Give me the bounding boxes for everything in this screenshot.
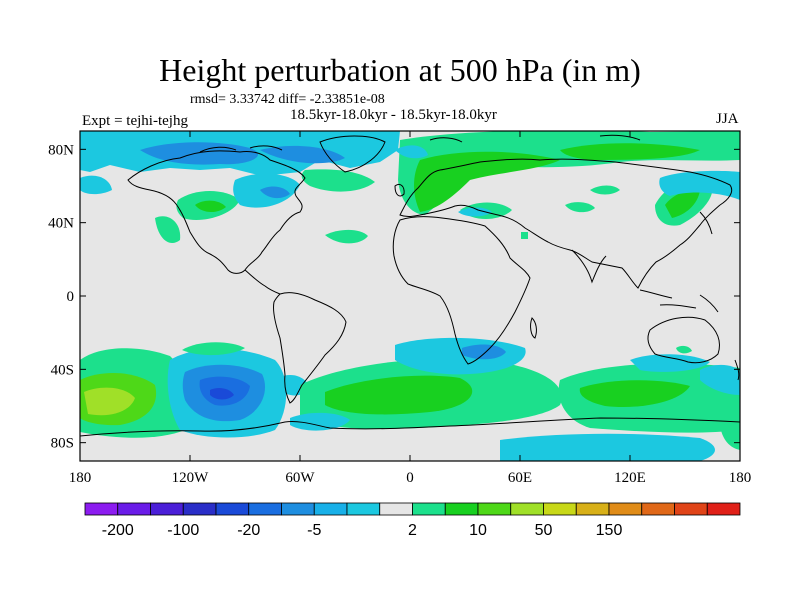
colorbar-swatch	[150, 502, 184, 516]
lat-tick-label: 40S	[51, 362, 74, 378]
lon-tick-label: 120W	[172, 470, 210, 486]
coastline-se-asia	[639, 289, 719, 313]
lon-tick-label: 60E	[508, 470, 532, 486]
contour-australia-south	[630, 354, 710, 372]
contour-east-asia-green	[665, 189, 700, 218]
contour-south-atlantic-green	[325, 375, 473, 415]
figure-title: Height perturbation at 500 hPa (in m)	[159, 52, 641, 88]
contour-eurasia-green-2	[560, 143, 700, 160]
lat-tick-label: 80S	[51, 436, 74, 452]
lon-tick-label: 120E	[614, 470, 646, 486]
colorbar-swatch	[215, 502, 250, 516]
colorbar-swatch	[182, 502, 217, 516]
lon-tick-label: 0	[406, 470, 414, 486]
contour-siberia	[590, 185, 620, 195]
colorbar-swatch	[117, 502, 151, 516]
colorbar-swatch	[412, 502, 446, 516]
axis-ticks	[79, 131, 741, 461]
colorbar-swatch	[706, 502, 741, 516]
colorbar-swatch	[444, 502, 479, 516]
contour-west-asia-blue	[458, 207, 492, 217]
colorbar-label: 2	[408, 522, 417, 539]
contour-west-antarctic	[290, 412, 350, 431]
colorbar-label: -200	[102, 522, 134, 539]
season-label: JJA	[716, 111, 739, 127]
lon-tick-label: 60W	[285, 470, 315, 486]
coastline-north-america	[127, 150, 306, 274]
colorbar-swatch	[641, 502, 675, 516]
lon-tick-label: 180	[729, 470, 752, 486]
contour-south-pacific-yellow	[84, 387, 135, 416]
coastline-layer	[80, 134, 740, 437]
colorbar-label: 10	[469, 522, 487, 539]
contour-ne-pacific-blue	[80, 175, 112, 195]
colorbar	[84, 502, 741, 516]
colorbar-swatch	[313, 502, 348, 516]
colorbar-swatch	[477, 502, 512, 516]
contour-antarctic-blue	[500, 433, 715, 461]
coastline-japan	[699, 211, 713, 235]
contour-arabia	[521, 232, 528, 239]
colorbar-label: 150	[596, 522, 623, 539]
contour-south-indian-blue2	[462, 344, 506, 360]
contour-north-atlantic	[301, 169, 375, 192]
colorbar-swatch	[510, 502, 544, 516]
contour-indian-ocean-green	[579, 380, 690, 408]
contour-north-america-green	[195, 200, 226, 213]
period-label: 18.5kyr-18.0kyr - 18.5kyr-18.0kyr	[290, 107, 497, 123]
coastline-south-america	[273, 292, 347, 404]
colorbar-swatch	[84, 502, 119, 516]
colorbar-swatch	[543, 502, 577, 516]
colorbar-label: -100	[167, 522, 199, 539]
coastline-central-america	[244, 269, 281, 295]
coastline-eurasia	[399, 158, 733, 289]
coastline-antarctica	[80, 417, 740, 437]
contour-nw-pacific	[659, 170, 740, 200]
contour-central-asia	[565, 202, 595, 213]
colorbar-label: -20	[237, 522, 260, 539]
contour-atlantic-mid	[325, 229, 368, 244]
colorbar-labels: -200 -100 -20 -5 2 10 50 150	[102, 522, 623, 539]
colorbar-swatch	[608, 502, 643, 516]
contour-south-pacific-blue4	[210, 387, 234, 400]
colorbar-swatch	[346, 502, 381, 516]
colorbar-swatch	[379, 502, 413, 516]
stats-text: rmsd= 3.33742 diff= -2.33851e-08	[190, 92, 385, 107]
coastline-uk	[394, 183, 405, 197]
contour-eurasia-green	[414, 151, 560, 212]
colorbar-swatch	[674, 502, 708, 516]
lat-tick-label: 0	[67, 289, 75, 305]
contour-south-pacific-mid-green	[182, 342, 245, 356]
axis-tick-labels: 80N 40N 0 40S 80S 180 120W 60W 0 60E 120E 180	[48, 142, 751, 486]
coastline-australia	[647, 316, 720, 364]
experiment-label: Expt = tejhi-tejhg	[82, 113, 188, 129]
lat-tick-label: 40N	[48, 216, 74, 232]
coastline-madagascar	[530, 317, 537, 339]
contour-nw-atlantic-blue	[260, 186, 290, 199]
colorbar-swatch	[575, 502, 610, 516]
coastline-new-zealand	[734, 359, 740, 381]
colorbar-swatch	[248, 502, 282, 516]
contour-australia-patch	[676, 345, 692, 354]
coastline-arctic-islands	[199, 134, 641, 153]
colorbar-label: 50	[535, 522, 553, 539]
contour-ne-pacific-mid	[155, 216, 181, 244]
contour-australia-east	[700, 364, 740, 395]
coastline-africa	[392, 216, 531, 365]
coastline-india	[571, 249, 607, 284]
lon-tick-label: 180	[69, 470, 92, 486]
colorbar-swatch	[281, 502, 315, 516]
contour-iceland-area	[395, 145, 428, 159]
lat-tick-label: 80N	[48, 142, 74, 158]
colorbar-label: -5	[307, 522, 321, 539]
coastline-greenland	[319, 135, 386, 173]
